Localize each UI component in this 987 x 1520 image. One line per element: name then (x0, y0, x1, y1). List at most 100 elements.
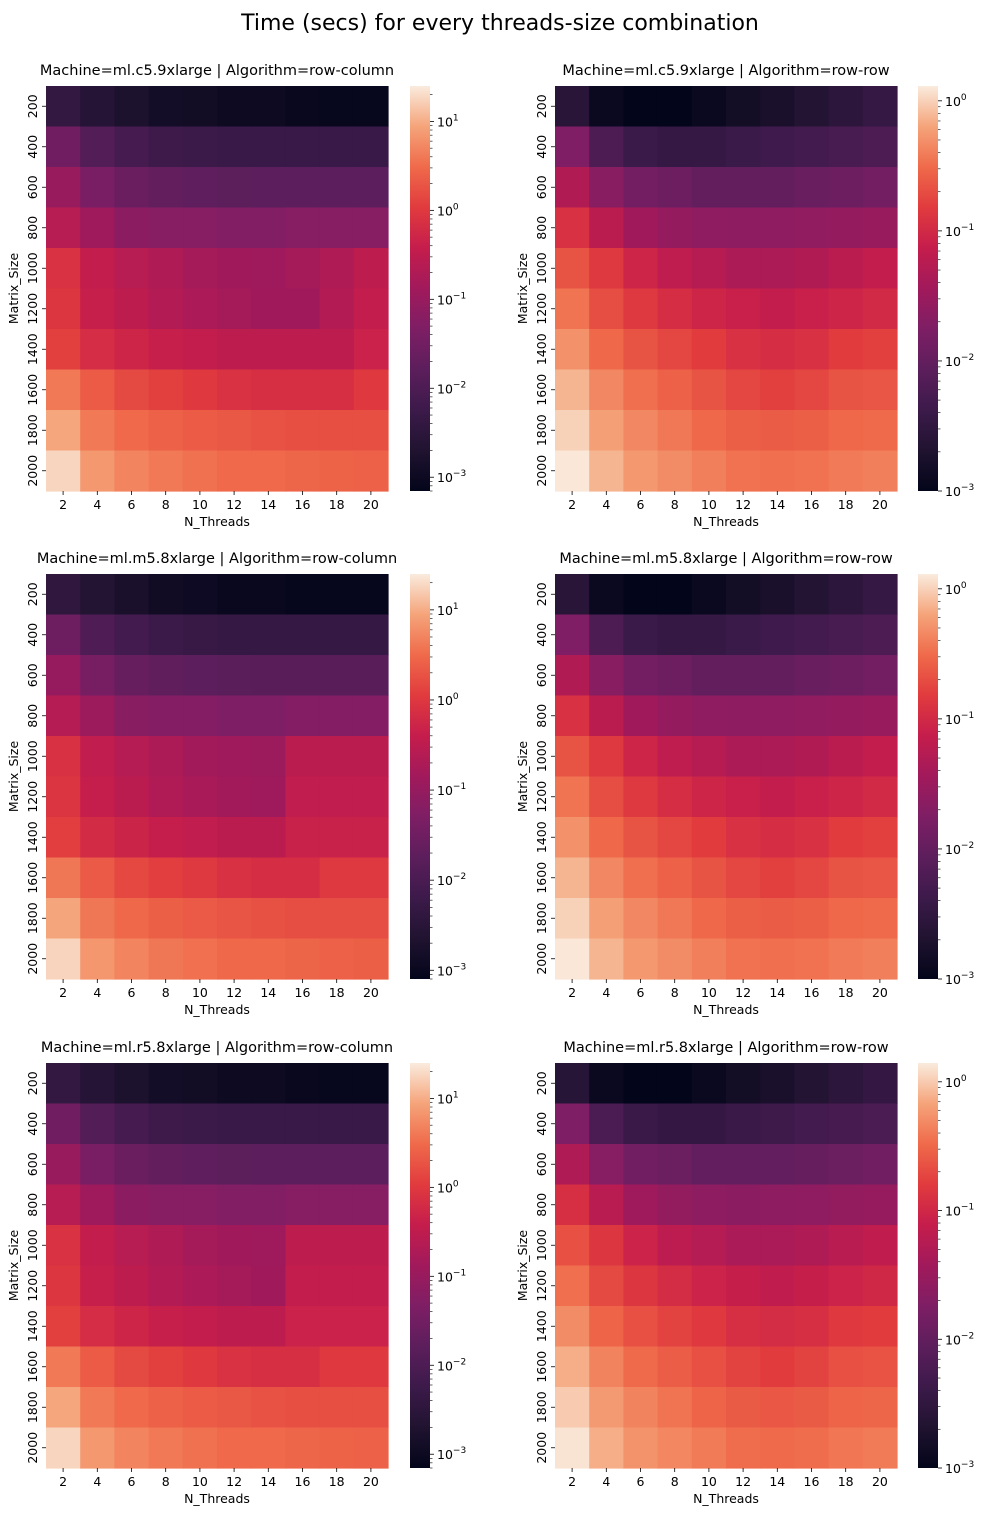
heatmap-cell (691, 857, 727, 899)
panel-title: Machine=ml.m5.8xlarge | Algorithm=row-co… (37, 551, 397, 567)
heatmap-cell (319, 1387, 355, 1429)
heatmap-cell (726, 207, 761, 249)
heatmap-cell (862, 329, 898, 371)
heatmap-cell (862, 1063, 898, 1105)
y-tick-label: 1000 (25, 740, 40, 772)
heatmap-cell (353, 1346, 389, 1388)
heatmap-cell (285, 776, 321, 818)
heatmap-cell (148, 574, 184, 616)
heatmap-cell (319, 329, 355, 371)
heatmap-cell (46, 938, 81, 980)
heatmap-cell (353, 857, 389, 899)
y-tick-label: 800 (534, 216, 549, 240)
heatmap-cell (285, 248, 321, 290)
heatmap-cell (760, 410, 795, 452)
heatmap-cell (46, 1306, 81, 1348)
heatmap-cell (555, 410, 590, 452)
heatmap-cell (319, 1346, 355, 1388)
y-tick-label: 1200 (25, 781, 40, 813)
heatmap-cell (726, 695, 761, 737)
heatmap-cell (862, 1184, 898, 1226)
heatmap-cell (80, 1225, 115, 1267)
heatmap-cell (862, 167, 898, 209)
heatmap-cell (726, 857, 761, 899)
y-tick-label: 600 (534, 175, 549, 199)
heatmap-cell (691, 1103, 727, 1145)
x-axis-label: N_Threads (184, 514, 250, 529)
heatmap-cell (691, 288, 727, 330)
heatmap-cell (623, 938, 659, 980)
heatmap-cell (862, 938, 898, 980)
heatmap-cell (353, 207, 389, 249)
heatmap-cell (46, 329, 81, 371)
heatmap-cell (657, 207, 693, 249)
heatmap-cell (285, 1063, 321, 1105)
heatmap-cell (862, 1103, 898, 1145)
heatmap-cell (148, 410, 184, 452)
heatmap-cell (285, 1387, 321, 1429)
heatmap-cell (251, 207, 286, 249)
heatmap-cell (589, 736, 624, 778)
heatmap-cell (251, 1103, 286, 1145)
heatmap-cell (691, 329, 727, 371)
y-tick-label: 1000 (534, 252, 549, 284)
panel-title: Machine=ml.r5.8xlarge | Algorithm=row-co… (41, 1040, 393, 1056)
heatmap-cell (319, 288, 355, 330)
heatmap-cell (285, 1306, 321, 1348)
heatmap-cell (589, 614, 624, 656)
heatmap-cell (555, 1427, 590, 1469)
x-tick-label: 20 (363, 1474, 379, 1489)
heatmap-cell (217, 614, 252, 656)
heatmap-cell (862, 857, 898, 899)
heatmap-cell (182, 695, 218, 737)
heatmap-cell (589, 167, 624, 209)
colorbar (410, 1063, 430, 1468)
heatmap-cell (319, 817, 355, 859)
heatmap-cell (555, 938, 590, 980)
heatmap-cell (182, 288, 218, 330)
heatmap-cell (862, 207, 898, 249)
heatmap-panel: Machine=ml.r5.8xlarge | Algorithm=row-ro… (515, 1040, 974, 1506)
heatmap-cell (726, 126, 761, 168)
x-tick-label: 2 (59, 1474, 67, 1489)
heatmap-cell (691, 1265, 727, 1307)
heatmap-cell (217, 1225, 252, 1267)
y-tick-label: 2000 (534, 943, 549, 975)
x-tick-label: 6 (637, 1474, 645, 1489)
heatmap-panel: Machine=ml.c5.9xlarge | Algorithm=row-ro… (515, 63, 974, 529)
heatmap-cell (623, 410, 659, 452)
heatmap-cell (657, 1306, 693, 1348)
y-tick-label: 2000 (534, 455, 549, 487)
colorbar-tick-label: 10−3 (437, 1446, 466, 1462)
heatmap-cell (726, 288, 761, 330)
heatmap-cell (353, 574, 389, 616)
heatmap-cell (760, 450, 795, 492)
heatmap-cell (285, 410, 321, 452)
heatmap-cell (828, 1265, 864, 1307)
heatmap-cell (657, 1103, 693, 1145)
heatmap-cell (726, 1225, 761, 1267)
heatmap-cell (46, 248, 81, 290)
heatmap-cell (828, 329, 864, 371)
heatmap-cell (251, 1225, 286, 1267)
heatmap-cell (285, 1184, 321, 1226)
heatmap-cell (80, 1346, 115, 1388)
heatmap-cell (285, 126, 321, 168)
x-tick-label: 10 (701, 985, 717, 1000)
y-tick-label: 1800 (25, 1391, 40, 1423)
heatmap-cell (657, 776, 693, 818)
heatmap-cell (589, 207, 624, 249)
y-tick-label: 1600 (534, 862, 549, 894)
heatmap-cell (80, 614, 115, 656)
heatmap-cell (353, 655, 389, 697)
heatmap-cell (353, 1265, 389, 1307)
heatmap-cell (46, 898, 81, 940)
heatmap-cell (691, 1063, 727, 1105)
y-tick-label: 200 (25, 1071, 40, 1095)
heatmap-cell (217, 1306, 252, 1348)
heatmap-cell (46, 86, 81, 128)
x-tick-label: 10 (192, 497, 208, 512)
x-axis-label: N_Threads (693, 1002, 759, 1017)
heatmap-cell (217, 898, 252, 940)
y-tick-label: 1200 (534, 293, 549, 325)
